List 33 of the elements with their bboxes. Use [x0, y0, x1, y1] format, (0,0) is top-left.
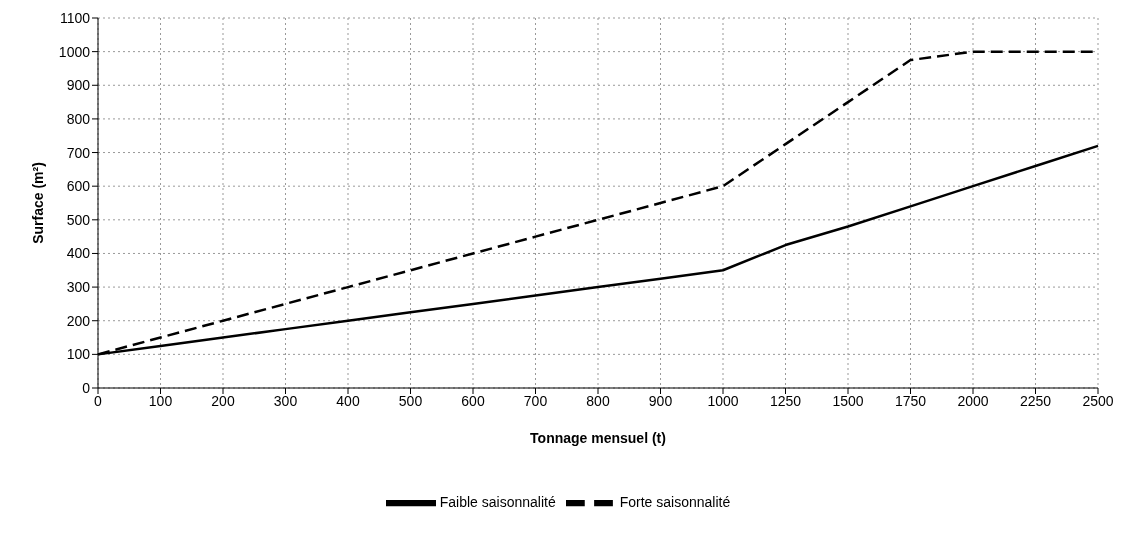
- y-tick-label: 1000: [58, 43, 91, 60]
- y-tick-label: 200: [66, 312, 91, 329]
- y-tick-label: 700: [66, 144, 91, 161]
- x-tick-label: 2500: [1082, 392, 1114, 409]
- y-tick-label: 100: [66, 346, 91, 363]
- y-tick-label: 800: [66, 110, 91, 127]
- x-tick-label: 800: [586, 392, 610, 409]
- x-tick-label: 500: [398, 392, 423, 409]
- x-tick-label: 1250: [769, 392, 802, 409]
- y-tick-label: 300: [66, 279, 91, 296]
- x-tick-label: 900: [648, 392, 673, 409]
- x-tick-label: 200: [211, 392, 235, 409]
- x-tick-label: 600: [461, 392, 485, 409]
- y-tick-label: 1100: [59, 9, 91, 26]
- x-tick-label: 1750: [894, 392, 927, 409]
- x-axis-title: Tonnage mensuel (t): [530, 430, 666, 446]
- legend-label: Faible saisonnalité: [439, 493, 556, 510]
- x-tick-label: 2250: [1019, 392, 1052, 409]
- x-tick-label: 0: [94, 392, 103, 409]
- y-tick-label: 600: [66, 178, 91, 195]
- x-tick-label: 1500: [832, 392, 864, 409]
- x-tick-label: 300: [273, 392, 298, 409]
- x-tick-label: 700: [523, 392, 548, 409]
- legend-label: Forte saisonnalité: [619, 493, 731, 510]
- y-tick-label: 500: [66, 211, 91, 228]
- x-tick-label: 100: [148, 392, 173, 409]
- x-tick-label: 2000: [957, 392, 989, 409]
- y-tick-label: 0: [82, 379, 91, 396]
- y-tick-label: 900: [66, 77, 91, 94]
- y-axis-title: Surface (m²): [29, 162, 46, 244]
- x-tick-label: 400: [336, 392, 360, 409]
- y-tick-label: 400: [66, 245, 91, 262]
- x-tick-label: 1000: [707, 392, 739, 409]
